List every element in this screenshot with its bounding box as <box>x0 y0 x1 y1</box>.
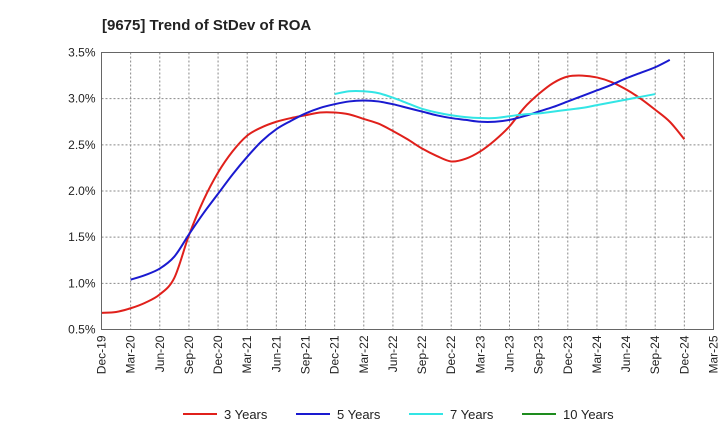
x-tick-label: Jun-22 <box>386 335 400 372</box>
legend-label-3-years: 3 Years <box>224 407 268 422</box>
y-tick-label: 2.0% <box>68 184 96 198</box>
x-tick-label: Sep-20 <box>182 335 196 374</box>
x-tick-label: Dec-21 <box>328 335 342 374</box>
x-tick-label: Jun-24 <box>619 335 633 372</box>
chart-title: [9675] Trend of StDev of ROA <box>102 17 311 34</box>
x-tick-label: Dec-22 <box>444 335 458 374</box>
x-tick-label: Sep-22 <box>415 335 429 374</box>
x-tick-label: Dec-24 <box>677 335 691 374</box>
x-tick-label: Mar-23 <box>473 335 487 373</box>
legend-label-10-years: 10 Years <box>563 407 614 422</box>
chart-legend: 3 Years 5 Years 7 Years 10 Years <box>183 407 614 422</box>
series-line-3-years <box>101 74 686 314</box>
y-tick-label: 3.5% <box>68 46 96 60</box>
legend-label-5-years: 5 Years <box>337 407 381 422</box>
x-tick-label: Jun-23 <box>503 335 517 372</box>
x-axis-ticks: Dec-19 Mar-20 Jun-20 Sep-20 Dec-20 Mar-21 Jun-… <box>95 335 720 374</box>
y-axis-ticks: 0.5% 1.0% 1.5% 2.0% 2.5% 3.0% 3.5% <box>68 46 96 337</box>
y-tick-label: 3.0% <box>68 92 96 106</box>
legend-label-7-years: 7 Years <box>450 407 494 422</box>
x-tick-label: Mar-24 <box>590 335 604 373</box>
chart-grid <box>101 52 714 330</box>
x-tick-label: Sep-23 <box>532 335 546 374</box>
x-tick-label: Dec-20 <box>211 335 225 374</box>
plot-frame <box>101 52 714 330</box>
x-tick-label: Dec-23 <box>561 335 575 374</box>
x-tick-label: Mar-25 <box>707 335 720 373</box>
series-line-7-years <box>334 89 656 120</box>
x-tick-label: Dec-19 <box>95 335 109 374</box>
y-tick-label: 1.5% <box>68 230 96 244</box>
chart-series <box>101 58 686 314</box>
x-tick-label: Mar-21 <box>240 335 254 373</box>
x-tick-label: Sep-24 <box>648 335 662 374</box>
x-tick-label: Mar-22 <box>357 335 371 373</box>
x-tick-label: Mar-20 <box>124 335 138 373</box>
series-line-5-years <box>130 58 671 281</box>
y-tick-label: 0.5% <box>68 323 96 337</box>
x-tick-label: Sep-21 <box>299 335 313 374</box>
y-tick-label: 1.0% <box>68 276 96 290</box>
y-tick-label: 2.5% <box>68 138 96 152</box>
x-tick-label: Jun-21 <box>269 335 283 372</box>
x-tick-label: Jun-20 <box>153 335 167 372</box>
